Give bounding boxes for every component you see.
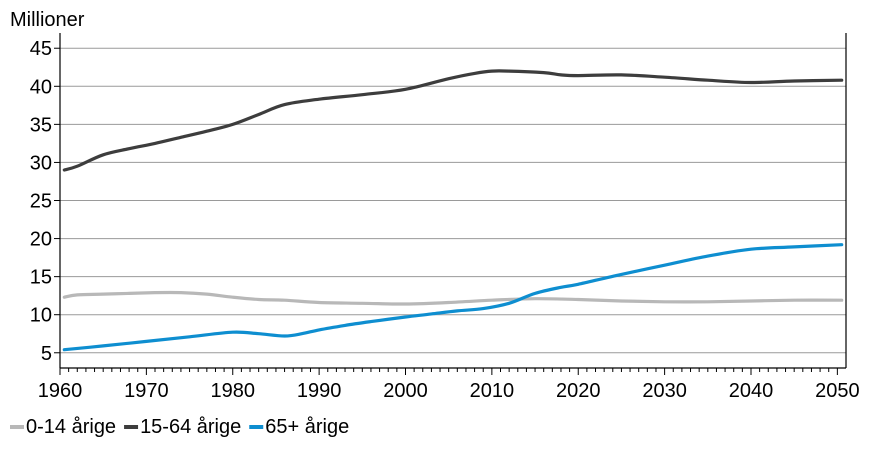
x-tick-labels: 1960 1970 1980 1990 2000 2010 2020 2030 2040 2050 [38, 368, 860, 402]
x-tick-label-1960: 1960 [38, 380, 83, 402]
series-lines [62, 69, 844, 352]
x-tick-label-2050: 2050 [815, 380, 860, 402]
x-tick-label-1990: 1990 [297, 380, 342, 402]
y-tick-label-5: 5 [41, 343, 52, 365]
y-tick-label-20: 20 [30, 229, 52, 251]
series-line-0 [62, 290, 844, 306]
legend-label-1: 15-64 årige [140, 416, 241, 438]
x-tick-label-2020: 2020 [556, 380, 601, 402]
legend: 0-14 årige 15-64 årige 65+ årige [10, 416, 349, 438]
x-tick-label-2040: 2040 [729, 380, 774, 402]
y-tick-label-10: 10 [30, 305, 52, 327]
legend-label-0: 0-14 årige [26, 416, 116, 438]
y-tick-label-15: 15 [30, 267, 52, 289]
y-tick-label-40: 40 [30, 76, 52, 98]
y-tick-label-35: 35 [30, 114, 52, 136]
y-tick-label-25: 25 [30, 191, 52, 213]
grid-lines [60, 47, 846, 354]
x-tick-label-2000: 2000 [383, 380, 428, 402]
series-line-1 [62, 69, 844, 172]
series-line-2 [62, 243, 844, 352]
x-tick-label-2030: 2030 [642, 380, 687, 402]
y-unit-label: Millioner [10, 9, 85, 31]
y-tick-label-45: 45 [30, 38, 52, 60]
y-tick-labels: 5 10 15 20 25 30 35 40 45 [30, 38, 60, 365]
x-tick-label-1980: 1980 [210, 380, 255, 402]
x-tick-label-2010: 2010 [470, 380, 515, 402]
x-tick-label-1970: 1970 [124, 380, 169, 402]
y-tick-label-30: 30 [30, 152, 52, 174]
legend-label-2: 65+ årige [265, 416, 349, 438]
